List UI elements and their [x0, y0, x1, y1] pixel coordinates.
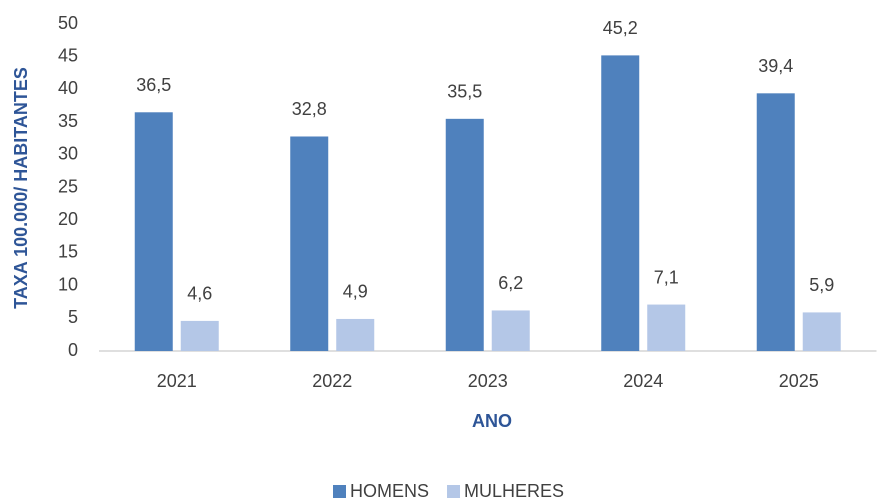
- y-tick-label: 45: [58, 45, 78, 65]
- data-label: 4,6: [187, 284, 212, 304]
- y-tick-label: 20: [58, 209, 78, 229]
- legend-swatch: [447, 485, 461, 498]
- y-tick-label: 10: [58, 274, 78, 294]
- y-tick-label: 40: [58, 78, 78, 98]
- bar: [647, 304, 686, 351]
- x-tick-label: 2021: [157, 371, 197, 391]
- y-tick-label: 0: [68, 340, 78, 360]
- bar: [802, 312, 841, 351]
- x-tick-label: 2024: [623, 371, 663, 391]
- bar: [756, 93, 795, 351]
- data-label: 36,5: [136, 75, 171, 95]
- y-tick-label: 25: [58, 176, 78, 196]
- data-label: 45,2: [603, 18, 638, 38]
- bar: [180, 320, 219, 351]
- data-label: 6,2: [498, 273, 523, 293]
- bar: [290, 136, 329, 351]
- data-label: 35,5: [447, 82, 482, 102]
- bar: [134, 112, 173, 351]
- data-label: 5,9: [809, 275, 834, 295]
- legend-swatch: [333, 485, 346, 498]
- y-axis-title: TAXA 100.000/ HABITANTES: [11, 67, 31, 309]
- x-tick-label: 2025: [779, 371, 819, 391]
- x-tick-label: 2023: [468, 371, 508, 391]
- legend-label: MULHERES: [464, 481, 564, 501]
- data-label: 7,1: [654, 267, 679, 287]
- bar: [336, 318, 375, 351]
- y-tick-label: 30: [58, 144, 78, 164]
- y-tick-label: 5: [68, 307, 78, 327]
- y-tick-label: 50: [58, 13, 78, 33]
- legend-label: HOMENS: [350, 481, 429, 501]
- data-label: 32,8: [292, 99, 327, 119]
- bar: [491, 310, 530, 351]
- x-tick-label: 2022: [312, 371, 352, 391]
- y-tick-label: 35: [58, 111, 78, 131]
- data-label: 39,4: [758, 56, 793, 76]
- x-axis-title: ANO: [472, 411, 512, 431]
- bar: [445, 118, 484, 351]
- y-tick-label: 15: [58, 242, 78, 262]
- bar: [601, 55, 640, 351]
- data-label: 4,9: [343, 282, 368, 302]
